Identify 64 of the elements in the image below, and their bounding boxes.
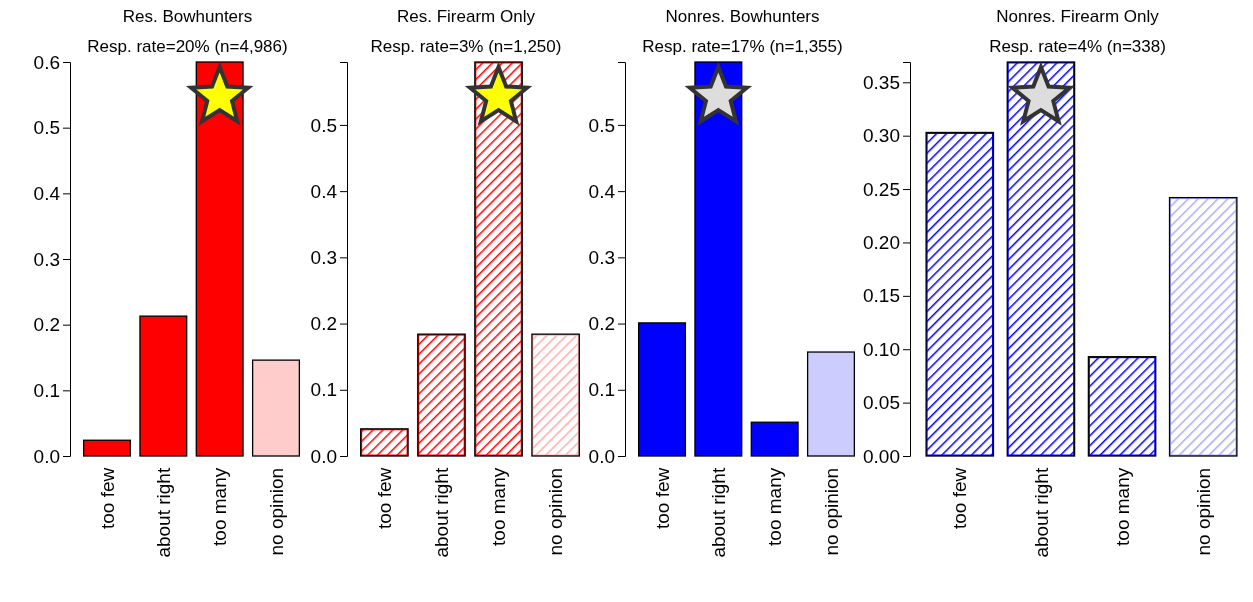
y-tick-label: 0.0 [588,445,615,467]
bar [82,439,132,457]
bar [806,351,856,457]
y-tick-label: 0.3 [33,248,60,270]
bar [417,333,466,457]
y-tick-label: 0.0 [33,445,60,467]
y-tick-label: 0.3 [310,246,337,268]
y-tick-label: 0.1 [588,379,615,401]
x-tick-label: too many [209,467,231,546]
y-tick-label: 0.4 [588,180,616,202]
y-tick-label: 0.5 [33,117,60,139]
chart-subtitle: Resp. rate=4% (n=338) [989,37,1166,56]
y-tick-label: 0.30 [863,125,900,147]
chart-title: Res. Bowhunters [122,7,253,26]
y-tick-label: 0.6 [33,51,60,73]
y-tick-label: 0.3 [588,246,615,268]
x-tick-label: about right [707,467,729,558]
y-tick-label: 0.2 [588,313,615,335]
y-tick-label: 0.5 [310,114,337,136]
y-tick-label: 0.00 [863,445,900,467]
chart-subtitle: Resp. rate=20% (n=4,986) [87,37,288,56]
chart-title: Res. Firearm Only [397,7,536,26]
y-tick-label: 0.35 [863,71,900,93]
bar [750,421,799,457]
x-tick-label: too few [949,467,971,530]
bar [925,131,995,457]
x-tick-label: no opinion [1192,467,1214,556]
x-tick-label: about right [431,467,453,558]
y-tick-label: 0.20 [863,232,900,254]
y-tick-label: 0.2 [33,314,60,336]
x-tick-label: about right [152,467,174,558]
y-tick-label: 0.1 [310,379,337,401]
x-tick-label: no opinion [545,467,567,556]
chart-subtitle: Resp. rate=3% (n=1,250) [370,37,562,56]
y-tick-label: 0.1 [33,379,60,401]
bar [139,315,188,457]
x-tick-label: about right [1030,467,1052,558]
chart-subtitle: Resp. rate=17% (n=1,355) [642,37,843,56]
y-tick-label: 0.2 [310,313,337,335]
bar [531,333,580,457]
bar [360,428,409,457]
bar [637,322,687,457]
x-tick-label: too few [96,467,118,530]
x-tick-label: too many [488,467,510,546]
chart-title: Nonres. Bowhunters [665,7,820,26]
y-tick-label: 0.10 [863,338,900,360]
bar [1168,196,1238,457]
y-tick-label: 0.0 [310,445,337,467]
y-tick-label: 0.5 [588,114,615,136]
y-tick-label: 0.4 [310,180,338,202]
y-tick-label: 0.15 [863,285,900,307]
x-tick-label: no opinion [265,467,287,556]
bar [1087,356,1157,457]
y-tick-label: 0.05 [863,392,900,414]
x-tick-label: too many [764,467,786,546]
x-tick-label: no opinion [820,467,842,556]
bar [1006,61,1076,457]
bar [251,359,301,457]
y-tick-label: 0.25 [863,178,900,200]
x-tick-label: too few [651,467,673,530]
chart-title: Nonres. Firearm Only [996,7,1160,26]
x-tick-label: too few [374,467,396,530]
y-tick-label: 0.4 [33,182,61,204]
x-tick-label: too many [1111,467,1133,546]
